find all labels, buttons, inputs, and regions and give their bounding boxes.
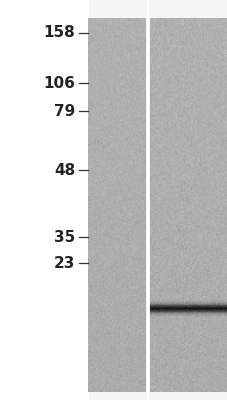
Text: 158: 158 bbox=[43, 25, 75, 40]
Bar bbox=[0, 0, 88, 400]
Text: 23: 23 bbox=[54, 256, 75, 271]
Text: 35: 35 bbox=[54, 230, 75, 245]
Text: 106: 106 bbox=[43, 76, 75, 91]
Text: 48: 48 bbox=[54, 162, 75, 178]
Text: 79: 79 bbox=[54, 104, 75, 119]
